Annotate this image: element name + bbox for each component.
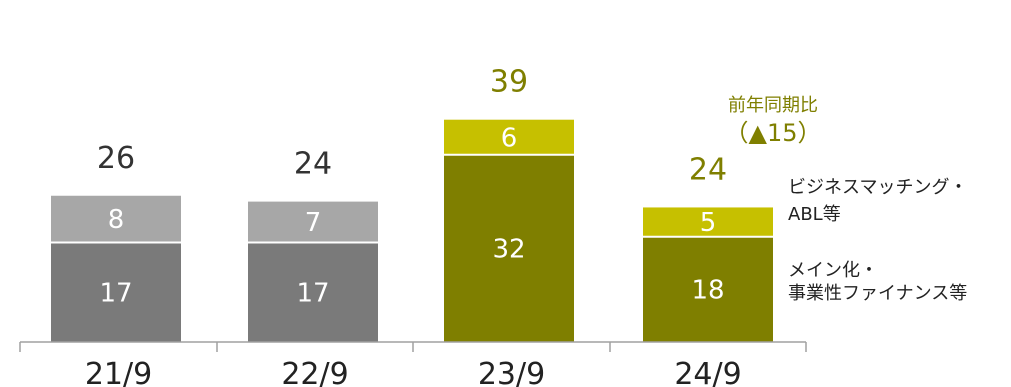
bar-total-label: 39	[490, 65, 528, 100]
bar-value-top: 6	[501, 123, 518, 153]
x-tick-label: 22/9	[281, 357, 348, 387]
total-labels: 26 24 39 24	[97, 65, 727, 188]
bar-segment-base	[444, 154, 574, 342]
bar-total-label: 24	[689, 152, 727, 187]
bar-segment-top	[51, 195, 181, 243]
bar-value-base: 32	[492, 234, 525, 264]
yoy-title: 前年同期比	[728, 95, 818, 116]
bar-total-label: 24	[294, 147, 332, 182]
bar-segment-top	[248, 201, 378, 243]
x-tick-label: 23/9	[478, 357, 545, 387]
bar-segment-top	[444, 119, 574, 155]
legend-top-line2: ABL等	[788, 204, 841, 225]
x-tick-label: 24/9	[674, 357, 741, 387]
legend-bottom-line2: 事業性ファイナンス等	[788, 283, 967, 304]
bar-segment-base	[248, 242, 378, 342]
bar-total-label: 26	[97, 141, 135, 176]
bar-segment-top	[643, 207, 773, 237]
legend-bottom-line1: メイン化・	[788, 260, 878, 281]
bar-value-base: 18	[691, 275, 724, 305]
bar-segment-base	[51, 242, 181, 342]
bars-layer: 17 8 17 7 32 6 18 5	[51, 119, 773, 342]
bar-value-base: 17	[99, 278, 132, 308]
bar-value-top: 7	[305, 208, 322, 238]
bar-value-base: 17	[296, 278, 329, 308]
yoy-value: （▲15）	[725, 119, 822, 147]
bar-value-top: 8	[108, 205, 125, 235]
bar-value-top: 5	[700, 208, 717, 238]
legend-top-line1: ビジネスマッチング・	[788, 177, 967, 198]
x-tick-label: 21/9	[85, 357, 152, 387]
x-axis-labels: 21/9 22/9 23/9 24/9	[85, 357, 742, 387]
bar-segment-base	[643, 236, 773, 342]
x-axis-ticks	[19, 342, 807, 352]
